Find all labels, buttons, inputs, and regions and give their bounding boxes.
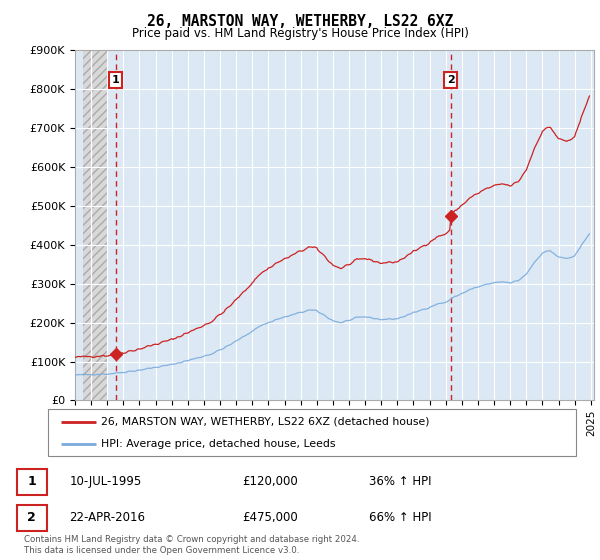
Bar — [83, 50, 108, 400]
Text: 10-JUL-1995: 10-JUL-1995 — [70, 475, 142, 488]
Text: 26, MARSTON WAY, WETHERBY, LS22 6XZ (detached house): 26, MARSTON WAY, WETHERBY, LS22 6XZ (det… — [101, 417, 430, 427]
Text: 2: 2 — [447, 75, 455, 85]
Text: 22-APR-2016: 22-APR-2016 — [70, 511, 146, 524]
Text: 66% ↑ HPI: 66% ↑ HPI — [369, 511, 432, 524]
Text: £475,000: £475,000 — [242, 511, 298, 524]
Text: £120,000: £120,000 — [242, 475, 298, 488]
Text: Price paid vs. HM Land Registry's House Price Index (HPI): Price paid vs. HM Land Registry's House … — [131, 27, 469, 40]
FancyBboxPatch shape — [17, 505, 47, 531]
Text: 26, MARSTON WAY, WETHERBY, LS22 6XZ: 26, MARSTON WAY, WETHERBY, LS22 6XZ — [147, 14, 453, 29]
Text: HPI: Average price, detached house, Leeds: HPI: Average price, detached house, Leed… — [101, 438, 335, 449]
Text: 1: 1 — [112, 75, 119, 85]
Text: Contains HM Land Registry data © Crown copyright and database right 2024.
This d: Contains HM Land Registry data © Crown c… — [24, 535, 359, 555]
FancyBboxPatch shape — [48, 409, 576, 456]
Text: 1: 1 — [27, 475, 36, 488]
Text: 36% ↑ HPI: 36% ↑ HPI — [369, 475, 431, 488]
Text: 2: 2 — [27, 511, 36, 524]
FancyBboxPatch shape — [17, 469, 47, 494]
